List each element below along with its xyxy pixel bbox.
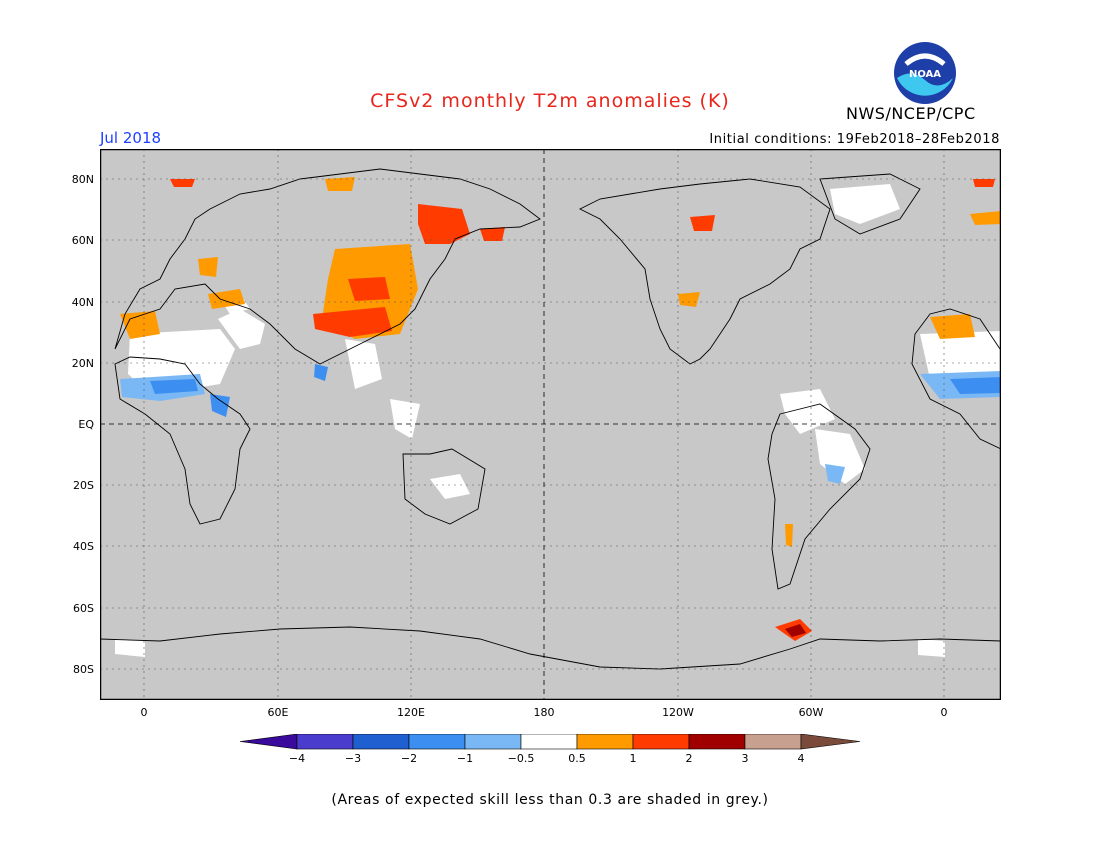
noaa-logo-icon: NOAA <box>894 42 956 104</box>
colorbar-label: −0.5 <box>507 752 535 765</box>
map-title: CFSv2 monthly T2m anomalies (K) <box>370 90 730 112</box>
initial-conditions-label: Initial conditions: 19Feb2018–28Feb2018 <box>709 132 1000 147</box>
colorbar-cell <box>520 734 578 750</box>
colorbar-label: −1 <box>456 752 474 765</box>
lon-label-120e: 120E <box>397 706 425 719</box>
lat-label-40n: 40N <box>71 296 94 309</box>
lat-label-eq: EQ <box>78 418 94 431</box>
lat-label-80n: 80N <box>71 173 94 186</box>
lon-label-60w: 60W <box>798 706 824 719</box>
skill-footnote: (Areas of expected skill less than 0.3 a… <box>331 792 769 808</box>
positive-anomaly-regions <box>120 177 1001 641</box>
colorbar-label: −3 <box>344 752 362 765</box>
lon-label-180: 180 <box>533 706 555 719</box>
lat-label-80s: 80S <box>73 663 94 676</box>
colorbar-label: 3 <box>741 752 749 765</box>
noaa-logo-text: NOAA <box>909 69 941 80</box>
colorbar-label: −2 <box>400 752 418 765</box>
colorbar-cell <box>296 734 354 750</box>
valid-month-label: Jul 2018 <box>100 129 162 147</box>
lat-label-60n: 60N <box>71 234 94 247</box>
anomaly-map <box>100 149 1001 700</box>
colorbar-label: 0.5 <box>568 752 586 765</box>
lon-label-120w: 120W <box>662 706 694 719</box>
lon-label-0-east: 0 <box>940 706 948 719</box>
lat-label-40s: 40S <box>73 540 94 553</box>
colorbar-label: 1 <box>629 752 637 765</box>
colorbar-label: 4 <box>797 752 805 765</box>
colorbar-cell <box>352 734 410 750</box>
colorbar-cell <box>632 734 690 750</box>
colorbar-label: −4 <box>288 752 306 765</box>
colorbar-cell <box>744 734 802 750</box>
lat-label-20s: 20S <box>73 479 94 492</box>
colorbar-cell <box>800 734 861 750</box>
lon-label-0: 0 <box>140 706 148 719</box>
graticule <box>100 149 1001 700</box>
colorbar <box>240 734 861 750</box>
lon-label-60e: 60E <box>267 706 289 719</box>
colorbar-cell <box>240 734 298 750</box>
map-frame <box>100 149 1001 700</box>
colorbar-cell <box>688 734 746 750</box>
lat-label-20n: 20N <box>71 357 94 370</box>
colorbar-cell <box>464 734 522 750</box>
colorbar-cell <box>576 734 634 750</box>
lat-label-60s: 60S <box>73 602 94 615</box>
organization-label: NWS/NCEP/CPC <box>846 104 976 123</box>
negative-anomaly-regions <box>120 364 1001 484</box>
colorbar-label: 2 <box>685 752 693 765</box>
colorbar-cell <box>408 734 466 750</box>
coastlines <box>100 168 1001 670</box>
